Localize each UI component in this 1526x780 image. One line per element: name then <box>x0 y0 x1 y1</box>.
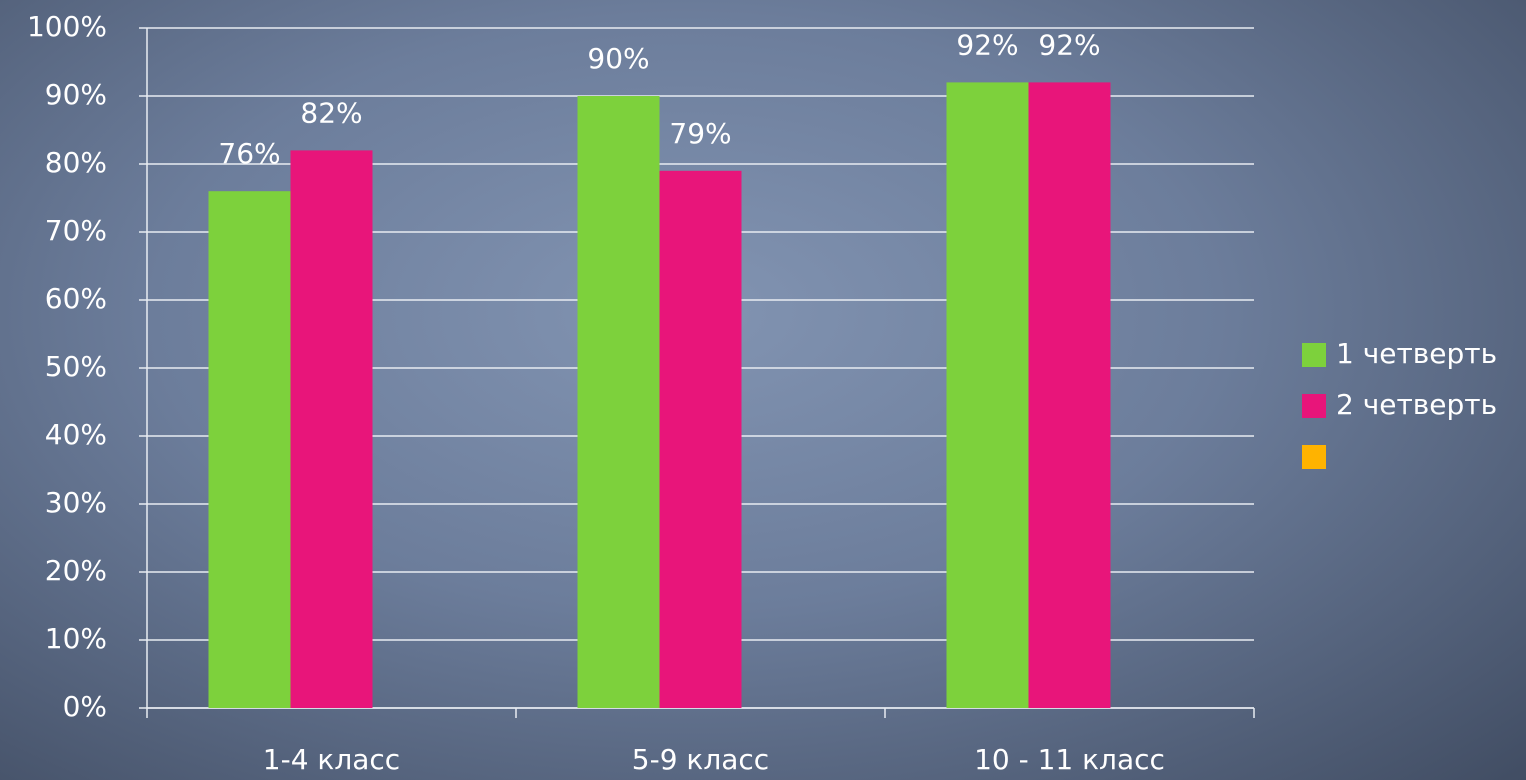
y-tick-label: 80% <box>45 146 107 179</box>
y-tick-label: 30% <box>45 486 107 519</box>
x-tick-label: 5-9 класс <box>632 743 769 776</box>
y-tick-label: 40% <box>45 418 107 451</box>
legend-swatch <box>1302 343 1326 367</box>
y-tick-label: 70% <box>45 214 107 247</box>
bar <box>290 150 373 708</box>
bar <box>577 96 660 708</box>
legend-label: 2 четверть <box>1336 388 1497 421</box>
bar <box>659 170 742 709</box>
y-tick-label: 60% <box>45 282 107 315</box>
data-label: 90% <box>587 42 649 75</box>
data-label: 79% <box>669 117 731 150</box>
x-tick-label: 10 - 11 класс <box>974 743 1165 776</box>
data-label: 92% <box>1038 28 1100 61</box>
legend-label: 1 четверть <box>1336 337 1497 370</box>
y-tick-label: 100% <box>27 10 107 43</box>
y-tick-label: 90% <box>45 78 107 111</box>
bar <box>1028 82 1111 708</box>
data-label: 92% <box>956 28 1018 61</box>
y-tick-label: 20% <box>45 554 107 587</box>
data-label: 76% <box>218 137 280 170</box>
y-tick-label: 0% <box>63 690 107 723</box>
y-tick-label: 50% <box>45 350 107 383</box>
bar <box>208 191 291 708</box>
bar <box>946 82 1029 708</box>
y-tick-label: 10% <box>45 622 107 655</box>
legend-swatch <box>1302 394 1326 418</box>
legend-swatch <box>1302 445 1326 469</box>
data-label: 82% <box>300 96 362 129</box>
x-tick-label: 1-4 класс <box>263 743 400 776</box>
